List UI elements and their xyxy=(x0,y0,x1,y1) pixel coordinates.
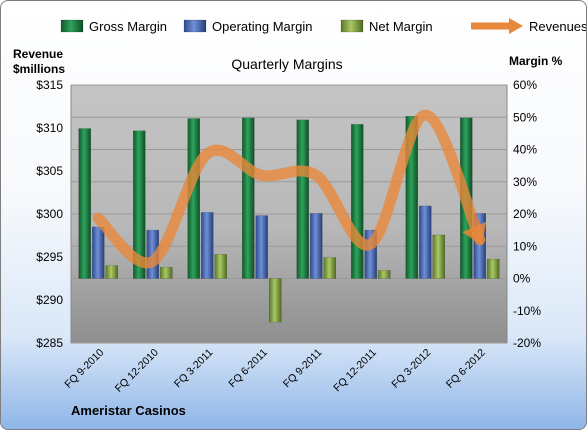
category-tick-label: FQ 12-2011 xyxy=(331,347,379,395)
left-axis-label-line2: $millions xyxy=(13,62,65,76)
bar-net-margin xyxy=(487,258,500,279)
bar-net-margin xyxy=(160,266,173,279)
bar-net-margin xyxy=(214,254,227,279)
bar-net-margin xyxy=(105,265,118,279)
left-tick-label: $290 xyxy=(36,293,63,307)
bar-gross-margin xyxy=(242,117,255,279)
bar-operating-margin xyxy=(92,226,105,279)
left-tick-label: $285 xyxy=(36,336,63,350)
bar-operating-margin xyxy=(255,215,268,279)
right-tick-label: 20% xyxy=(513,207,537,221)
category-tick-label: FQ 12-2010 xyxy=(113,347,161,395)
bar-gross-margin xyxy=(296,119,309,279)
chart-title: Quarterly Margins xyxy=(231,56,342,72)
right-axis-label: Margin % xyxy=(509,54,563,68)
category-tick-label: FQ 3-2011 xyxy=(172,347,216,391)
category-tick-label: FQ 6-2011 xyxy=(226,347,270,391)
bar-net-margin xyxy=(269,278,282,323)
right-tick-label: 0% xyxy=(513,272,531,286)
left-tick-label: $305 xyxy=(36,164,63,178)
revenue-arrowhead xyxy=(462,221,487,246)
legend-arrow-revenues xyxy=(509,18,523,34)
legend-swatch-net-margin xyxy=(340,19,364,33)
bar-operating-margin xyxy=(201,212,214,279)
legend-swatch-gross-margin xyxy=(60,19,84,33)
right-tick-label: -20% xyxy=(513,336,541,350)
right-tick-label: -10% xyxy=(513,304,541,318)
bar-gross-margin xyxy=(133,130,146,279)
right-tick-label: 10% xyxy=(513,239,537,253)
bar-net-margin xyxy=(432,234,445,279)
bar-net-margin xyxy=(378,270,391,279)
left-tick-label: $315 xyxy=(36,78,63,92)
legend-swatch-operating-margin xyxy=(183,19,207,33)
revenue-line-path xyxy=(92,109,486,269)
legend-label: Operating Margin xyxy=(212,19,312,34)
left-tick-label: $310 xyxy=(36,121,63,135)
right-tick-label: 30% xyxy=(513,175,537,189)
bar-operating-margin xyxy=(419,205,432,279)
left-tick-label: $295 xyxy=(36,250,63,264)
category-tick-label: FQ 3-2012 xyxy=(389,347,433,391)
category-tick-label: FQ 6-2012 xyxy=(444,347,488,391)
legend-label: Gross Margin xyxy=(89,19,167,34)
legend: Gross Margin Operating Margin Net Margin Re… xyxy=(60,18,586,34)
left-tick-label: $300 xyxy=(36,207,63,221)
right-tick-label: 40% xyxy=(513,143,537,157)
revenue-line xyxy=(92,109,487,269)
bar-operating-margin xyxy=(310,213,323,279)
right-tick-label: 50% xyxy=(513,110,537,124)
bar-gross-margin xyxy=(78,128,91,279)
bar-gross-margin xyxy=(351,124,364,279)
left-axis-label-line1: Revenue xyxy=(13,47,63,61)
category-tick-label: FQ 9-2010 xyxy=(62,347,106,391)
company-name: Ameristar Casinos xyxy=(71,403,186,418)
gridlines xyxy=(71,84,507,344)
right-tick-label: 60% xyxy=(513,78,537,92)
legend-label: Revenues xyxy=(529,19,586,34)
bar-net-margin xyxy=(323,257,336,279)
legend-label: Net Margin xyxy=(369,19,433,34)
bars xyxy=(78,116,500,323)
category-tick-label: FQ 9-2011 xyxy=(281,347,325,391)
